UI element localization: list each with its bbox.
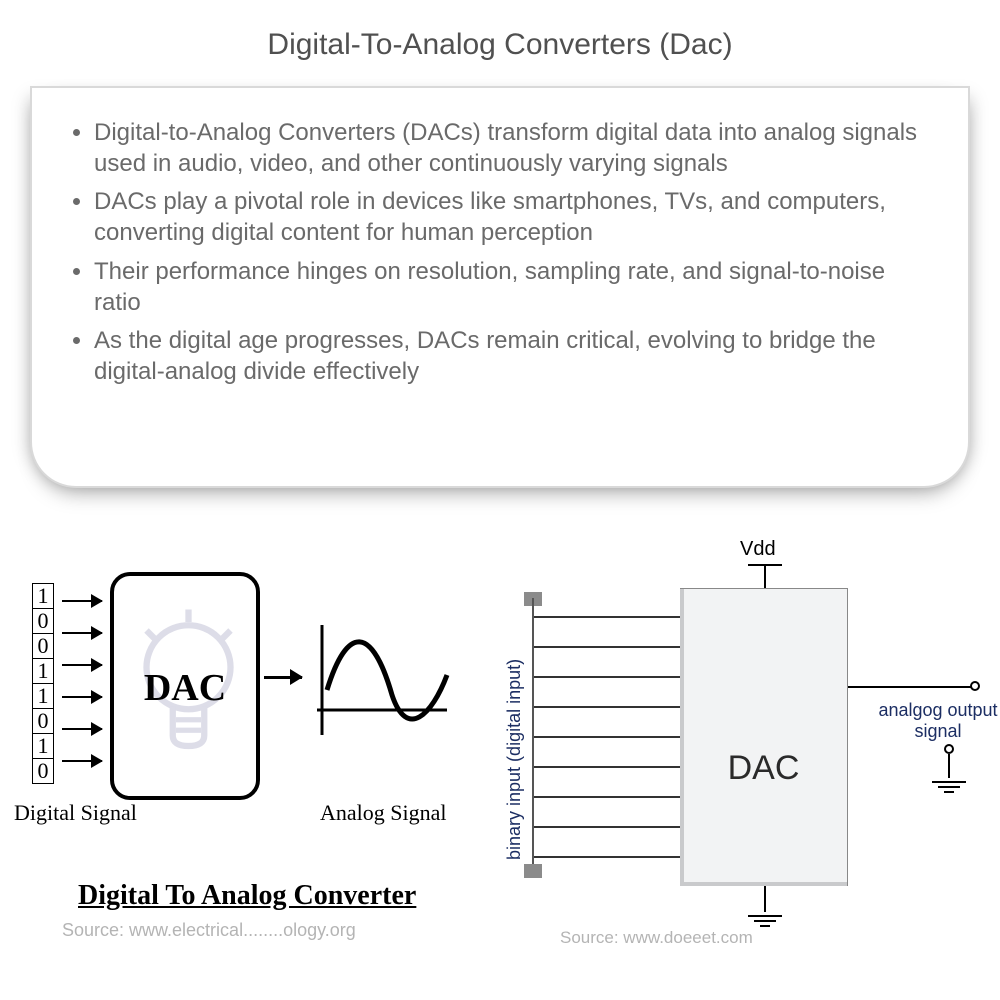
- output-terminal-icon: [970, 681, 980, 691]
- input-wire: [534, 676, 680, 678]
- source-label: Source: www.doeeet.com: [560, 928, 753, 948]
- input-wire: [534, 706, 680, 708]
- output-arrow: [264, 676, 302, 679]
- analog-signal-label: Analog Signal: [320, 800, 447, 826]
- dac-box: DAC: [110, 572, 260, 800]
- input-wire: [534, 856, 680, 858]
- list-item: DACs play a pivotal role in devices like…: [94, 187, 932, 248]
- source-label: Source: www.electrical........ology.org: [62, 920, 356, 941]
- input-arrow: [62, 664, 102, 666]
- analog-wave-plot: [312, 620, 452, 740]
- bit-cell: 1: [32, 683, 54, 709]
- input-wire: [534, 826, 680, 828]
- right-diagram: Vdd DAC binary input (digital input) ana…: [500, 540, 990, 950]
- input-arrow: [62, 728, 102, 730]
- input-wire: [534, 646, 680, 648]
- left-diagram: 1 0 0 1 1 0 1 0 DAC: [32, 560, 482, 940]
- vdd-wire: [764, 566, 766, 588]
- binary-input-label: binary input (digital input): [504, 659, 525, 860]
- input-arrow: [62, 600, 102, 602]
- input-wire: [534, 736, 680, 738]
- bit-cell: 0: [32, 608, 54, 634]
- list-item: Their performance hinges on resolution, …: [94, 257, 932, 318]
- bit-cell: 1: [32, 733, 54, 759]
- ground-icon: [932, 778, 966, 796]
- diagram-caption: Digital To Analog Converter: [78, 880, 416, 912]
- list-item: As the digital age progresses, DACs rema…: [94, 326, 932, 387]
- ground-icon: [748, 912, 782, 930]
- binary-bits-column: 1 0 0 1 1 0 1 0: [32, 584, 54, 784]
- ground-wire: [764, 886, 766, 912]
- digital-signal-label: Digital Signal: [14, 800, 137, 826]
- input-wire: [534, 796, 680, 798]
- input-arrow: [62, 696, 102, 698]
- output-label: analgog output signal: [878, 700, 998, 742]
- list-item: Digital-to-Analog Converters (DACs) tran…: [94, 118, 932, 179]
- bit-cell: 1: [32, 658, 54, 684]
- input-arrow: [62, 632, 102, 634]
- output-terminal-icon: [944, 744, 954, 754]
- input-wire: [534, 766, 680, 768]
- diagram-area: 1 0 0 1 1 0 1 0 DAC: [0, 540, 1000, 970]
- output-label-line: signal: [914, 721, 961, 741]
- bus-terminator: [524, 864, 542, 878]
- dac-block: DAC: [680, 588, 848, 886]
- info-card: Digital-to-Analog Converters (DACs) tran…: [30, 86, 970, 488]
- input-arrow: [62, 760, 102, 762]
- bit-cell: 0: [32, 758, 54, 784]
- bit-cell: 0: [32, 708, 54, 734]
- output-label-line: analgog output: [878, 700, 997, 720]
- bit-cell: 1: [32, 583, 54, 609]
- bit-cell: 0: [32, 633, 54, 659]
- output-ground-wire: [948, 754, 950, 778]
- output-wire: [848, 686, 976, 688]
- dac-label: DAC: [680, 749, 847, 788]
- dac-label: DAC: [114, 666, 256, 710]
- input-wire: [534, 616, 680, 618]
- bullet-list: Digital-to-Analog Converters (DACs) tran…: [68, 118, 932, 388]
- page-title: Digital-To-Analog Converters (Dac): [0, 0, 1000, 74]
- vdd-label: Vdd: [740, 538, 776, 561]
